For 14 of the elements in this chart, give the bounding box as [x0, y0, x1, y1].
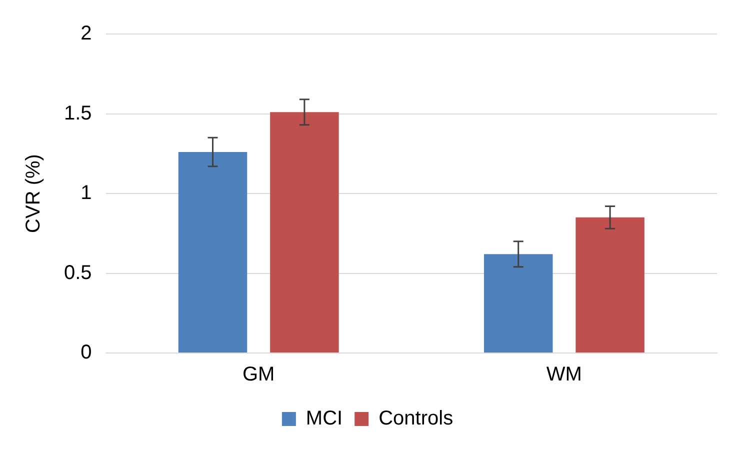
bar — [270, 112, 339, 352]
legend-label: MCI — [306, 408, 343, 430]
bar — [178, 152, 248, 352]
y-tick-label: 2 — [80, 22, 92, 45]
bar — [484, 254, 553, 352]
y-tick-label: 1 — [80, 182, 92, 204]
y-tick-label: 0 — [80, 342, 92, 364]
y-tick-label: 0.5 — [64, 262, 92, 284]
y-axis-title: CVR (%) — [22, 154, 45, 233]
x-tick-label: WM — [546, 364, 582, 386]
bar — [576, 217, 644, 352]
legend-label: Controls — [378, 408, 454, 430]
x-tick-label: GM — [242, 364, 275, 386]
y-tick-label: 1.5 — [64, 102, 92, 124]
